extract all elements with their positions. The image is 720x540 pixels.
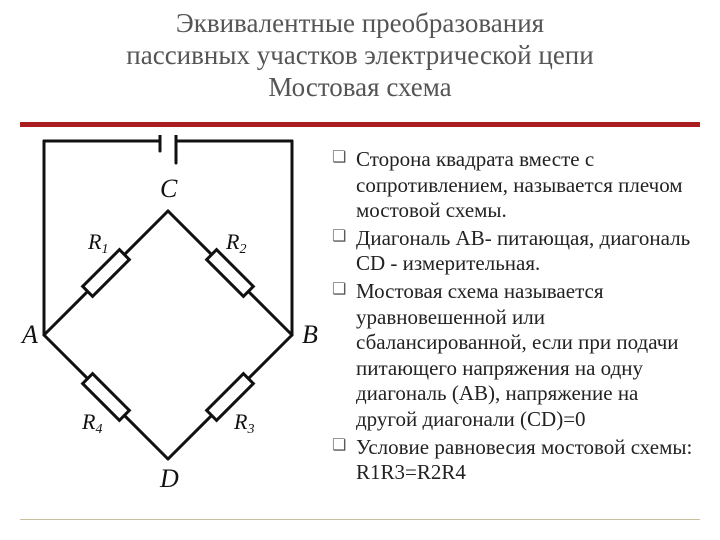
svg-text:D: D — [159, 464, 179, 493]
slide-title: Эквивалентные преобразования пассивных у… — [0, 0, 720, 104]
description-text: Сторона квадрата вместе с сопротивлением… — [332, 147, 696, 488]
title-line-2: пассивных участков электрической цепи — [126, 40, 593, 70]
svg-text:R2: R2 — [225, 229, 246, 257]
svg-text:R3: R3 — [233, 409, 254, 437]
bullet-item: Мостовая схема называется уравновешенной… — [332, 279, 696, 433]
svg-text:R4: R4 — [81, 409, 102, 437]
title-line-3: Мостовая схема — [268, 72, 451, 102]
bullet-item: Условие равновесия мостовой схемы: R1R3=… — [332, 435, 696, 486]
svg-text:A: A — [20, 320, 38, 349]
bridge-diagram: R1 R2 R3 R4 A B C D — [12, 135, 322, 495]
title-underline — [20, 122, 700, 127]
svg-text:B: B — [302, 320, 318, 349]
bridge-svg: R1 R2 R3 R4 A B C D — [12, 135, 322, 495]
bullet-item: Диагональ АВ- питающая, диагональ CD - и… — [332, 226, 696, 277]
title-line-1: Эквивалентные преобразования — [176, 8, 544, 38]
bullet-list: Сторона квадрата вместе с сопротивлением… — [332, 147, 696, 486]
bottom-separator — [20, 519, 700, 520]
body-area: R1 R2 R3 R4 A B C D Сторона квадрата вместе с с… — [0, 135, 720, 512]
bullet-item: Сторона квадрата вместе с сопротивлением… — [332, 147, 696, 224]
svg-text:C: C — [160, 174, 178, 203]
svg-text:R1: R1 — [87, 229, 108, 257]
